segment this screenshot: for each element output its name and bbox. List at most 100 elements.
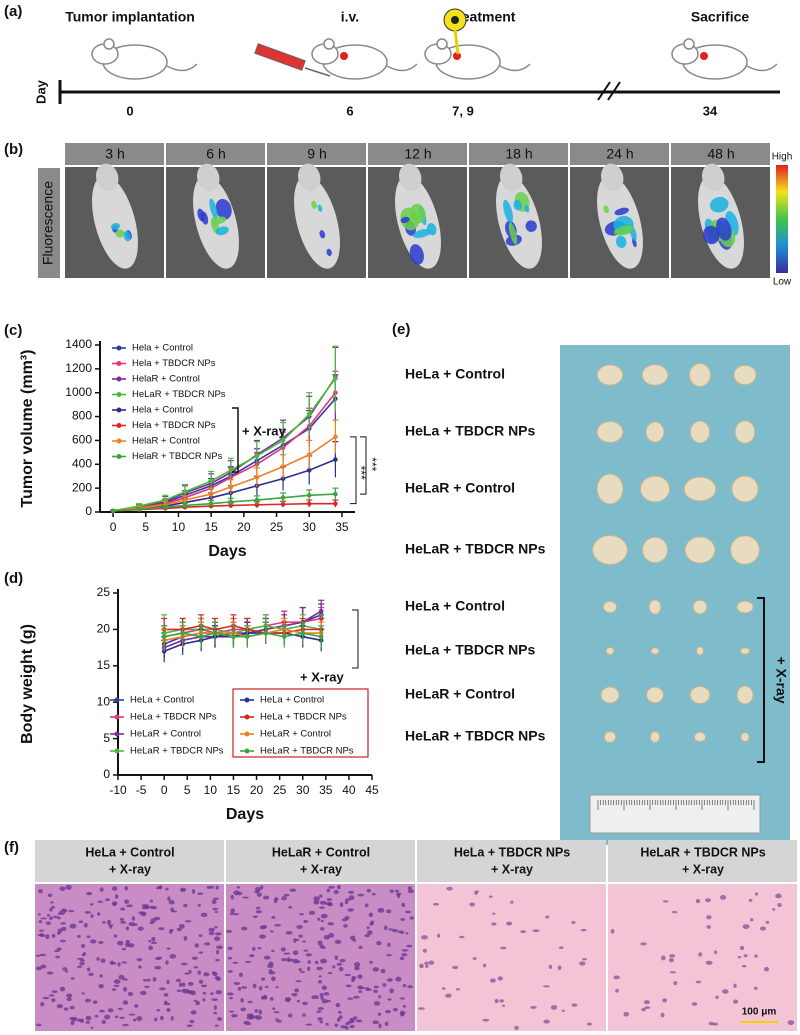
nucleus <box>140 990 147 996</box>
tumor <box>648 599 662 615</box>
legend-label: Hela + TBDCR NPs <box>132 420 216 431</box>
nucleus <box>474 890 478 895</box>
nucleus <box>132 1018 137 1022</box>
signal <box>716 217 732 241</box>
nucleus <box>208 927 215 932</box>
legend-marker <box>244 731 250 737</box>
nucleus <box>113 984 120 987</box>
nucleus <box>306 966 311 971</box>
nucleus <box>377 1012 382 1016</box>
nucleus <box>236 886 241 889</box>
nucleus <box>615 988 619 993</box>
point <box>228 467 234 473</box>
point <box>163 504 168 510</box>
tumor <box>645 421 665 443</box>
header-line: + X-ray <box>491 862 533 876</box>
nucleus <box>733 999 739 1004</box>
nucleus <box>112 902 117 907</box>
nucleus <box>118 974 125 980</box>
nucleus <box>169 928 174 932</box>
nucleus <box>399 997 406 1000</box>
nucleus <box>204 942 211 946</box>
legend-marker <box>116 392 122 397</box>
nucleus <box>159 987 166 991</box>
nucleus <box>334 955 339 961</box>
nucleus <box>407 889 415 894</box>
y-tick-label: 0 <box>85 504 92 518</box>
nucleus <box>117 1007 123 1010</box>
nucleus <box>76 957 84 960</box>
nucleus <box>213 1005 217 1010</box>
nucleus <box>275 986 279 989</box>
signal <box>702 225 720 245</box>
point <box>333 501 338 506</box>
nucleus <box>280 947 286 952</box>
nucleus <box>229 997 233 1000</box>
time-header <box>65 143 164 165</box>
nucleus <box>373 1001 381 1006</box>
nucleus <box>65 884 72 890</box>
x-tick-label: 25 <box>270 520 284 534</box>
legend-label: Hela + Control <box>132 343 193 354</box>
nucleus <box>52 915 59 919</box>
nucleus <box>286 957 291 962</box>
nucleus <box>742 964 747 968</box>
nucleus <box>188 969 192 974</box>
nucleus <box>287 1013 293 1018</box>
nucleus <box>88 972 94 977</box>
nucleus <box>242 896 249 899</box>
nucleus <box>305 1023 313 1026</box>
signal <box>513 200 523 211</box>
nucleus <box>582 958 587 961</box>
time-label: 9 h <box>307 146 326 162</box>
nucleus <box>98 940 104 944</box>
nucleus <box>392 928 398 933</box>
nucleus <box>137 926 144 931</box>
nucleus <box>623 1011 629 1017</box>
nucleus <box>255 910 263 914</box>
nucleus <box>216 945 223 950</box>
nucleus <box>292 950 299 956</box>
nucleus <box>109 925 113 929</box>
nucleus <box>158 927 165 931</box>
tumor <box>692 599 708 615</box>
x-tick-label: 10 <box>204 783 218 797</box>
nucleus <box>232 961 238 964</box>
nucleus <box>171 910 178 913</box>
nucleus <box>51 933 56 938</box>
tumor <box>641 364 669 386</box>
nucleus <box>382 983 387 987</box>
nucleus <box>197 970 201 975</box>
nucleus <box>344 900 349 905</box>
nucleus <box>357 985 364 990</box>
nucleus <box>777 902 782 908</box>
nucleus <box>323 992 330 996</box>
time-header <box>166 143 265 165</box>
signal <box>525 220 537 232</box>
tumor-dot <box>340 52 348 60</box>
nucleus <box>252 983 257 989</box>
mouse-head <box>95 163 119 192</box>
scale-bar-label: 100 μm <box>742 1007 777 1018</box>
point <box>318 634 324 639</box>
nucleus <box>662 900 669 903</box>
nucleus <box>237 986 242 991</box>
nucleus <box>212 907 218 911</box>
nucleus <box>326 898 333 902</box>
nucleus <box>459 935 465 939</box>
nucleus <box>373 985 380 989</box>
row-label: HeLaR + TBDCR NPs <box>405 728 546 744</box>
nucleus <box>123 986 128 992</box>
nucleus <box>295 980 302 983</box>
nucleus <box>372 1020 379 1025</box>
row-label: HeLa + TBDCR NPs <box>405 642 536 658</box>
nucleus <box>298 968 302 972</box>
nucleus <box>395 976 402 982</box>
nucleus <box>489 978 496 983</box>
panel-label: (b) <box>4 141 23 158</box>
time-label: 24 h <box>606 146 633 162</box>
legend-marker <box>116 345 122 351</box>
series-line <box>164 617 322 638</box>
panel-label: (a) <box>4 3 22 20</box>
